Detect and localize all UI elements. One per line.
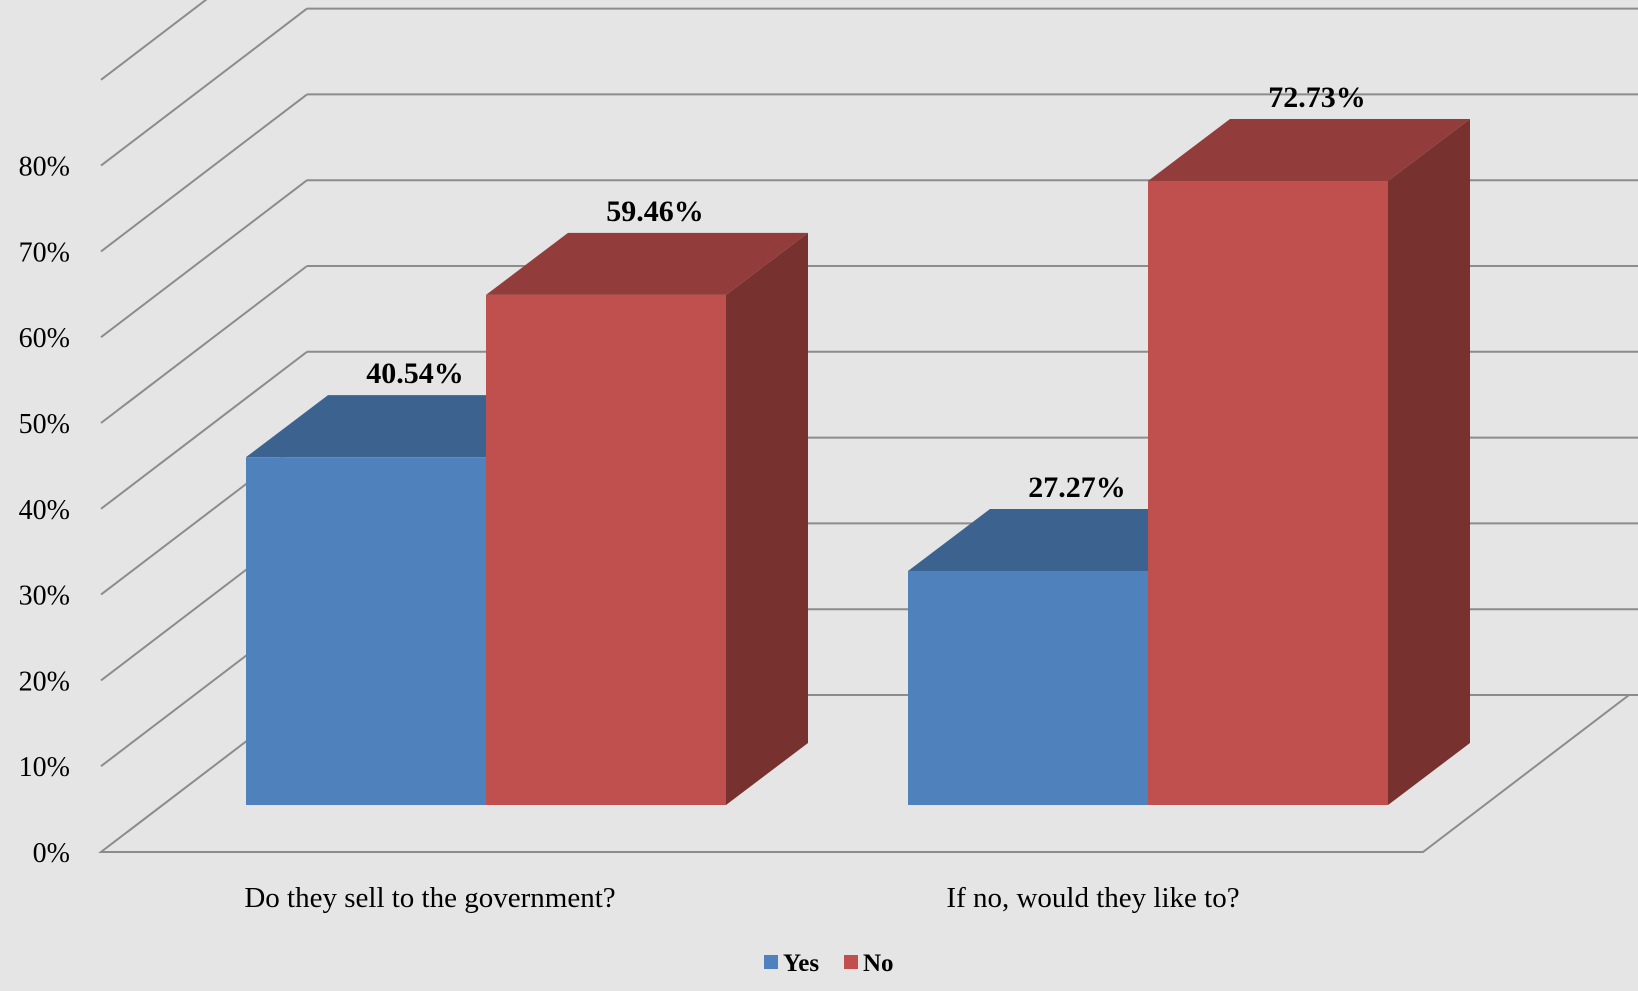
bar-front-face: [908, 571, 1148, 805]
y-axis: 0% 10% 20% 30% 40% 50% 60% 70% 80%: [19, 152, 70, 869]
x-category-label: If no, would they like to?: [946, 882, 1239, 914]
side-gridline: [100, 265, 308, 424]
bar-top-face: [1148, 118, 1470, 181]
data-label: 40.54%: [366, 357, 464, 390]
bar-top-face: [486, 232, 808, 295]
bar-front-face: [486, 294, 726, 805]
y-tick-label: 0%: [33, 838, 70, 869]
legend-swatch: [764, 955, 778, 969]
legend-item-yes: Yes: [764, 950, 819, 977]
bars: [246, 118, 1470, 806]
y-tick-label: 20%: [19, 666, 70, 697]
legend-swatch: [844, 955, 858, 969]
y-tick-label: 80%: [19, 152, 70, 183]
data-label: 27.27%: [1028, 471, 1126, 504]
y-tick-label: 40%: [19, 495, 70, 526]
bar-front-face: [246, 457, 486, 805]
legend: Yes No: [764, 950, 894, 977]
bar-side-face: [726, 232, 808, 806]
y-tick-label: 30%: [19, 581, 70, 612]
side-gridline: [100, 179, 308, 338]
side-gridline: [100, 0, 208, 81]
data-label: 59.46%: [606, 195, 704, 228]
data-labels: 40.54% 59.46% 27.27% 72.73%: [366, 81, 1366, 504]
y-tick-label: 60%: [19, 323, 70, 354]
side-gridline: [100, 93, 308, 253]
legend-label: Yes: [783, 950, 819, 977]
side-gridline: [100, 351, 308, 510]
bar-no-1: [486, 232, 808, 806]
data-label: 72.73%: [1268, 81, 1366, 114]
legend-label: No: [863, 950, 894, 977]
side-gridline: [100, 7, 308, 167]
x-category-label: Do they sell to the government?: [244, 882, 615, 914]
bar-no-2: [1148, 118, 1470, 806]
y-tick-label: 70%: [19, 237, 70, 268]
x-axis: Do they sell to the government? If no, wo…: [244, 882, 1239, 914]
legend-item-no: No: [844, 950, 894, 977]
bar-side-face: [1388, 118, 1470, 805]
bar-front-face: [1148, 180, 1388, 806]
y-tick-label: 10%: [19, 752, 70, 783]
y-tick-label: 50%: [19, 409, 70, 440]
